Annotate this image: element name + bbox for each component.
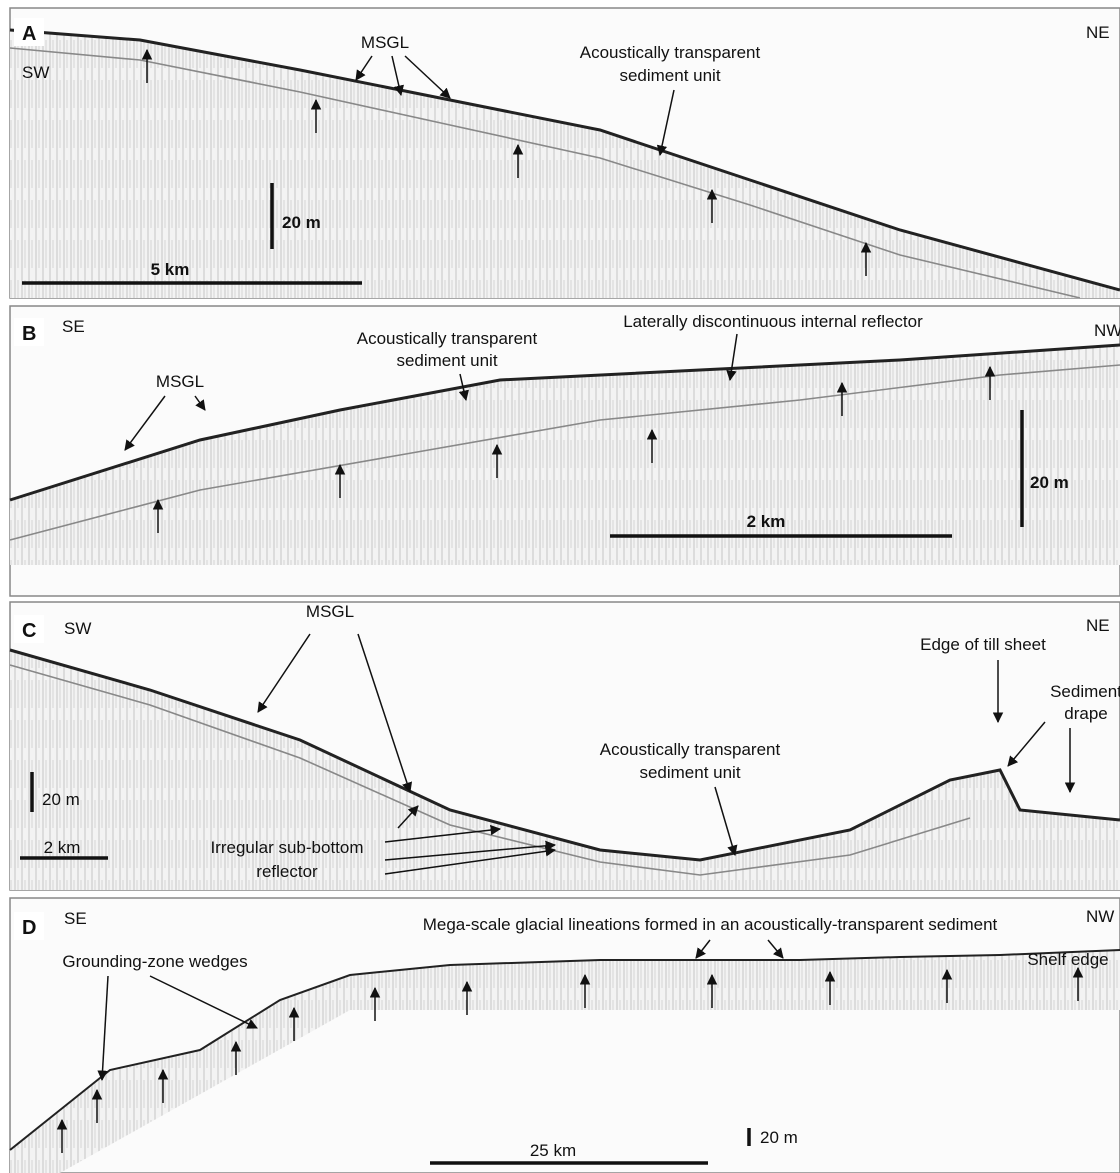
panel-label: A [22,23,36,45]
scale-label: 20 m [1030,473,1069,492]
direction-left: SW [64,619,91,638]
direction-right: NE [1086,616,1110,635]
annotation: Edge of till sheet [920,635,1046,654]
annotation: reflector [256,862,318,881]
scale-label: 25 km [530,1141,576,1160]
annotation: Acoustically transparent [357,329,538,348]
direction-right: NW [1086,907,1114,926]
panel-frame [10,898,1120,1173]
panel-a: A SW NE MSGL Acoustically transparent se… [10,8,1120,298]
panel-d: D SE NW Mega-scale glacial lineations fo… [10,898,1120,1173]
annotation: Irregular sub-bottom [210,838,363,857]
annotation: MSGL [306,602,354,621]
annotation: Acoustically transparent [600,740,781,759]
figure: A SW NE MSGL Acoustically transparent se… [0,0,1120,1173]
scale-label: 20 m [282,213,321,232]
panel-label: C [22,620,36,642]
annotation: MSGL [361,33,409,52]
direction-right: NE [1086,23,1110,42]
scale-label: 20 m [42,790,80,809]
direction-left: SW [22,63,49,82]
annotation: Grounding-zone wedges [62,952,247,971]
scale-label: 5 km [151,260,190,279]
panel-label: B [22,323,36,345]
scale-label: 2 km [44,838,81,857]
annotation: Sediment [1050,682,1120,701]
annotation: MSGL [156,372,204,391]
panel-c: C SW NE MSGL Edge of till sheet Sediment… [10,602,1120,890]
annotation: Acoustically transparent [580,43,761,62]
direction-left: SE [64,909,87,928]
panel-b: B SE NW MSGL Acoustically transparent se… [10,306,1120,596]
annotation: Mega-scale glacial lineations formed in … [423,915,998,934]
annotation: Shelf edge [1027,950,1108,969]
panel-label: D [22,917,36,939]
scale-label: 20 m [760,1128,798,1147]
annotation: Laterally discontinuous internal reflect… [623,312,923,331]
annotation: sediment unit [619,66,720,85]
annotation: sediment unit [639,763,740,782]
annotation: drape [1064,704,1107,723]
direction-right: NW [1094,321,1120,340]
scale-label: 2 km [747,512,786,531]
annotation: sediment unit [396,351,497,370]
direction-left: SE [62,317,85,336]
